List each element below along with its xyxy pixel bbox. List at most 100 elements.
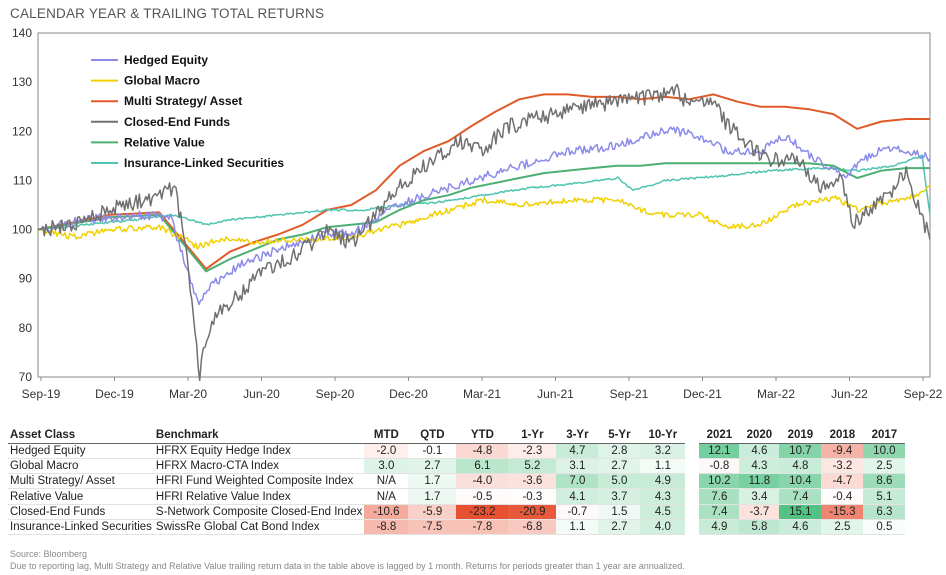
return-cell: 4.3 — [739, 458, 780, 475]
return-cell: -8.8 — [364, 519, 409, 536]
return-cell: -0.3 — [508, 488, 557, 505]
column-header: 2020 — [739, 428, 780, 444]
x-tick-label: Mar-21 — [463, 387, 501, 401]
return-cell: 3.0 — [364, 458, 409, 475]
return-cell: 10.2 — [699, 473, 740, 490]
table-row: Hedged Equity HFRX Equity Hedge Index -2.0… — [8, 443, 906, 459]
benchmark-cell: HFRX Equity Hedge Index — [153, 443, 365, 459]
return-cell: 6.3 — [863, 504, 906, 520]
return-cell: 4.3 — [640, 488, 686, 505]
chart-title: CALENDAR YEAR & TRAILING TOTAL RETURNS — [10, 6, 325, 21]
return-cell: 1.1 — [640, 458, 686, 475]
column-gap — [685, 458, 699, 473]
return-cell: -0.7 — [556, 504, 599, 520]
series-line — [37, 162, 930, 273]
x-tick-label: Jun-20 — [243, 387, 280, 401]
return-cell: N/A — [364, 488, 409, 505]
x-tick-label: Sep-20 — [316, 387, 355, 401]
return-cell: 2.5 — [863, 458, 906, 475]
return-cell: 4.9 — [640, 473, 686, 490]
return-cell: -2.0 — [364, 443, 409, 459]
return-cell: -3.2 — [821, 458, 864, 475]
return-cell: 7.4 — [699, 504, 740, 520]
return-cell: 2.7 — [598, 458, 641, 475]
series-line — [37, 126, 931, 306]
y-tick-label: 90 — [19, 272, 33, 286]
return-cell: 1.7 — [408, 473, 457, 490]
return-cell: 2.5 — [821, 519, 864, 536]
series-line — [37, 154, 931, 231]
return-cell: 5.2 — [508, 458, 557, 475]
return-cell: -3.7 — [739, 504, 780, 520]
return-cell: -4.0 — [456, 473, 509, 490]
return-cell: -3.6 — [508, 473, 557, 490]
benchmark-cell: HFRX Macro-CTA Index — [153, 458, 365, 475]
x-tick-label: Mar-20 — [169, 387, 207, 401]
return-cell: -4.8 — [456, 443, 509, 459]
return-cell: 2.7 — [408, 458, 457, 475]
return-cell: -9.4 — [821, 443, 864, 459]
column-header: 3-Yr — [556, 428, 599, 444]
chart-lines — [37, 83, 931, 382]
column-header: 10-Yr — [640, 428, 686, 444]
chart-axes: 70 80 90 100 110 120 130 140 Sep-19 Dec-19 Mar-20 J… — [12, 26, 943, 401]
column-header: 2021 — [699, 428, 740, 444]
return-cell: 3.1 — [556, 458, 599, 475]
return-cell: -0.8 — [699, 458, 740, 475]
column-header: Benchmark — [153, 428, 365, 444]
table-row: Global Macro HFRX Macro-CTA Index 3.0 2.7 6.… — [8, 458, 906, 475]
y-tick-label: 100 — [12, 223, 32, 237]
column-gap — [685, 443, 699, 458]
plot-frame — [37, 32, 931, 378]
return-cell: -2.3 — [508, 443, 557, 459]
asset-class-cell: Closed-End Funds — [8, 504, 154, 520]
column-header: 2018 — [821, 428, 864, 444]
return-cell: 5.8 — [739, 519, 780, 536]
column-gap — [685, 519, 699, 534]
return-cell: 3.7 — [598, 488, 641, 505]
return-cell: 3.2 — [640, 443, 686, 459]
x-tick-label: Dec-20 — [389, 387, 428, 401]
table-body: Hedged Equity HFRX Equity Hedge Index -2.0… — [8, 443, 906, 536]
series-line — [37, 184, 931, 250]
returns-table: Asset Class Benchmark MTD QTD YTD 1-Yr 3-Yr 5-Y… — [8, 428, 906, 536]
series-line — [37, 83, 931, 382]
y-tick-label: 110 — [13, 173, 32, 187]
return-cell: -23.2 — [456, 504, 509, 520]
return-cell: -0.1 — [408, 443, 457, 459]
source-footnote: Source: Bloomberg Due to reporting lag, … — [10, 548, 685, 572]
return-cell: 5.0 — [598, 473, 641, 490]
return-cell: -0.5 — [456, 488, 509, 505]
return-cell: -10.6 — [364, 504, 409, 520]
table-header-row: Asset Class Benchmark MTD QTD YTD 1-Yr 3-Yr 5-Y… — [8, 428, 906, 444]
legend-label: Closed-End Funds — [124, 115, 230, 129]
column-header: Asset Class — [8, 428, 154, 444]
return-cell: 7.0 — [556, 473, 599, 490]
asset-class-cell: Hedged Equity — [8, 443, 154, 459]
return-cell: -20.9 — [508, 504, 557, 520]
table-row: Closed-End Funds S-Network Composite Clos… — [8, 504, 906, 520]
return-cell: 4.1 — [556, 488, 599, 505]
return-cell: 5.1 — [863, 488, 906, 505]
legend-label: Insurance-Linked Securities — [124, 156, 284, 170]
return-cell: 10.0 — [863, 443, 906, 459]
return-cell: 2.7 — [598, 519, 641, 536]
y-tick-label: 80 — [19, 321, 33, 335]
column-header: 1-Yr — [508, 428, 557, 444]
return-cell: 1.1 — [556, 519, 599, 536]
return-cell: 1.5 — [598, 504, 641, 520]
lag-note: Due to reporting lag, Multi Strategy and… — [10, 561, 685, 571]
x-tick-label: Sep-22 — [904, 387, 943, 401]
legend-label: Global Macro — [124, 74, 200, 88]
y-tick-label: 120 — [12, 124, 32, 138]
series-line — [37, 93, 930, 270]
return-cell: 4.5 — [640, 504, 686, 520]
return-cell: 7.4 — [779, 488, 822, 505]
table-row: Multi Strategy/ Asset HFRI Fund Weighted … — [8, 473, 906, 490]
table-row: Insurance-Linked Securities SwissRe Globa… — [8, 519, 906, 536]
return-cell: -4.7 — [821, 473, 864, 490]
return-cell: 10.4 — [779, 473, 822, 490]
y-tick-label: 70 — [19, 370, 33, 384]
return-cell: 10.7 — [779, 443, 822, 459]
asset-class-cell: Insurance-Linked Securities — [8, 519, 154, 536]
